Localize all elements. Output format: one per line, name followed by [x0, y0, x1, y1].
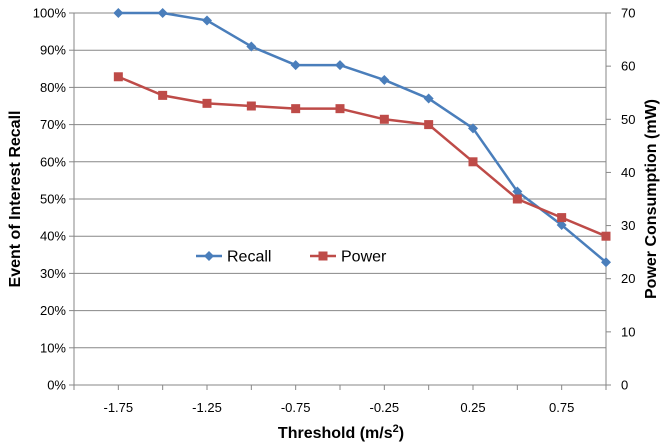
power-point — [468, 157, 478, 167]
power-point — [291, 104, 301, 114]
y-axis-right-title: Power Consumption (mW) — [643, 99, 660, 299]
x-tick-label: -1.25 — [192, 400, 222, 415]
recall-point — [556, 220, 567, 231]
power-point — [113, 72, 123, 82]
power-point — [158, 90, 168, 100]
x-tick-label: -0.75 — [281, 400, 311, 415]
recall-point — [290, 60, 301, 71]
legend: Recall Power — [196, 249, 387, 266]
y-left-tick-label: 60% — [40, 154, 66, 169]
y-right-tick-label: 30 — [621, 218, 635, 233]
y-right-tick-label: 50 — [621, 112, 635, 127]
y-left-tick-label: 20% — [40, 303, 66, 318]
y-right-tick-label: 20 — [621, 271, 635, 286]
power-point — [335, 104, 345, 114]
recall-point — [423, 93, 434, 104]
y-left-tick-label: 0% — [47, 378, 66, 393]
tick-labels: 0% 10% 20% 30% 40% 50% 60% 70% 80% 90% 100% 0 10 20 30… — [33, 6, 636, 416]
power-point — [601, 231, 611, 241]
series-power — [113, 72, 611, 241]
y-right-tick-label: 10 — [621, 324, 635, 339]
y-left-tick-label: 70% — [40, 117, 66, 132]
power-point — [424, 120, 434, 130]
recall-line — [118, 11, 607, 264]
y-right-tick-label: 70 — [621, 6, 635, 21]
series-recall — [113, 8, 611, 268]
recall-point — [202, 15, 212, 26]
y-left-tick-label: 40% — [40, 229, 66, 244]
y-right-tick-label: 40 — [621, 165, 635, 180]
x-axis-title-superscript: 2 — [393, 423, 399, 435]
recall-point — [601, 257, 611, 268]
legend-item-power: Power — [310, 249, 387, 266]
recall-point — [157, 8, 168, 18]
x-tick-label: 0.25 — [460, 400, 485, 415]
x-axis-title-close: ) — [399, 425, 404, 442]
x-axis-title-main: Threshold (m/s — [278, 425, 393, 442]
recall-point — [246, 41, 257, 52]
legend-label-recall: Recall — [227, 249, 271, 266]
power-point — [379, 114, 389, 124]
x-tick-label: 0.75 — [549, 400, 574, 415]
recall-point — [113, 8, 124, 18]
legend-swatch-marker — [204, 251, 214, 261]
recall-point — [468, 123, 478, 134]
power-point — [246, 101, 256, 111]
x-tick-label: -0.25 — [370, 400, 400, 415]
y-left-tick-label: 10% — [40, 340, 66, 355]
legend-swatch-marker — [318, 251, 328, 261]
y-left-tick-label: 100% — [33, 6, 67, 21]
y-left-tick-label: 90% — [40, 43, 66, 58]
recall-point — [335, 60, 345, 71]
y-right-tick-label: 0 — [621, 378, 628, 393]
y-left-tick-label: 30% — [40, 266, 66, 281]
x-tick-label: -1.75 — [104, 400, 134, 415]
recall-point — [512, 186, 523, 197]
power-point — [557, 213, 567, 223]
power-point — [202, 98, 212, 108]
legend-label-power: Power — [341, 249, 387, 266]
recall-point — [379, 74, 390, 85]
legend-item-recall: Recall — [196, 249, 271, 266]
axes — [69, 12, 611, 390]
y-left-tick-label: 50% — [40, 192, 66, 207]
power-line — [117, 75, 607, 238]
series — [113, 8, 611, 268]
y-axis-left-title: Event of Interest Recall — [7, 111, 24, 288]
x-axis-title: Threshold (m/s2) — [278, 423, 404, 442]
y-right-tick-label: 60 — [621, 59, 635, 74]
y-left-tick-label: 80% — [40, 80, 66, 95]
power-point — [512, 194, 522, 204]
